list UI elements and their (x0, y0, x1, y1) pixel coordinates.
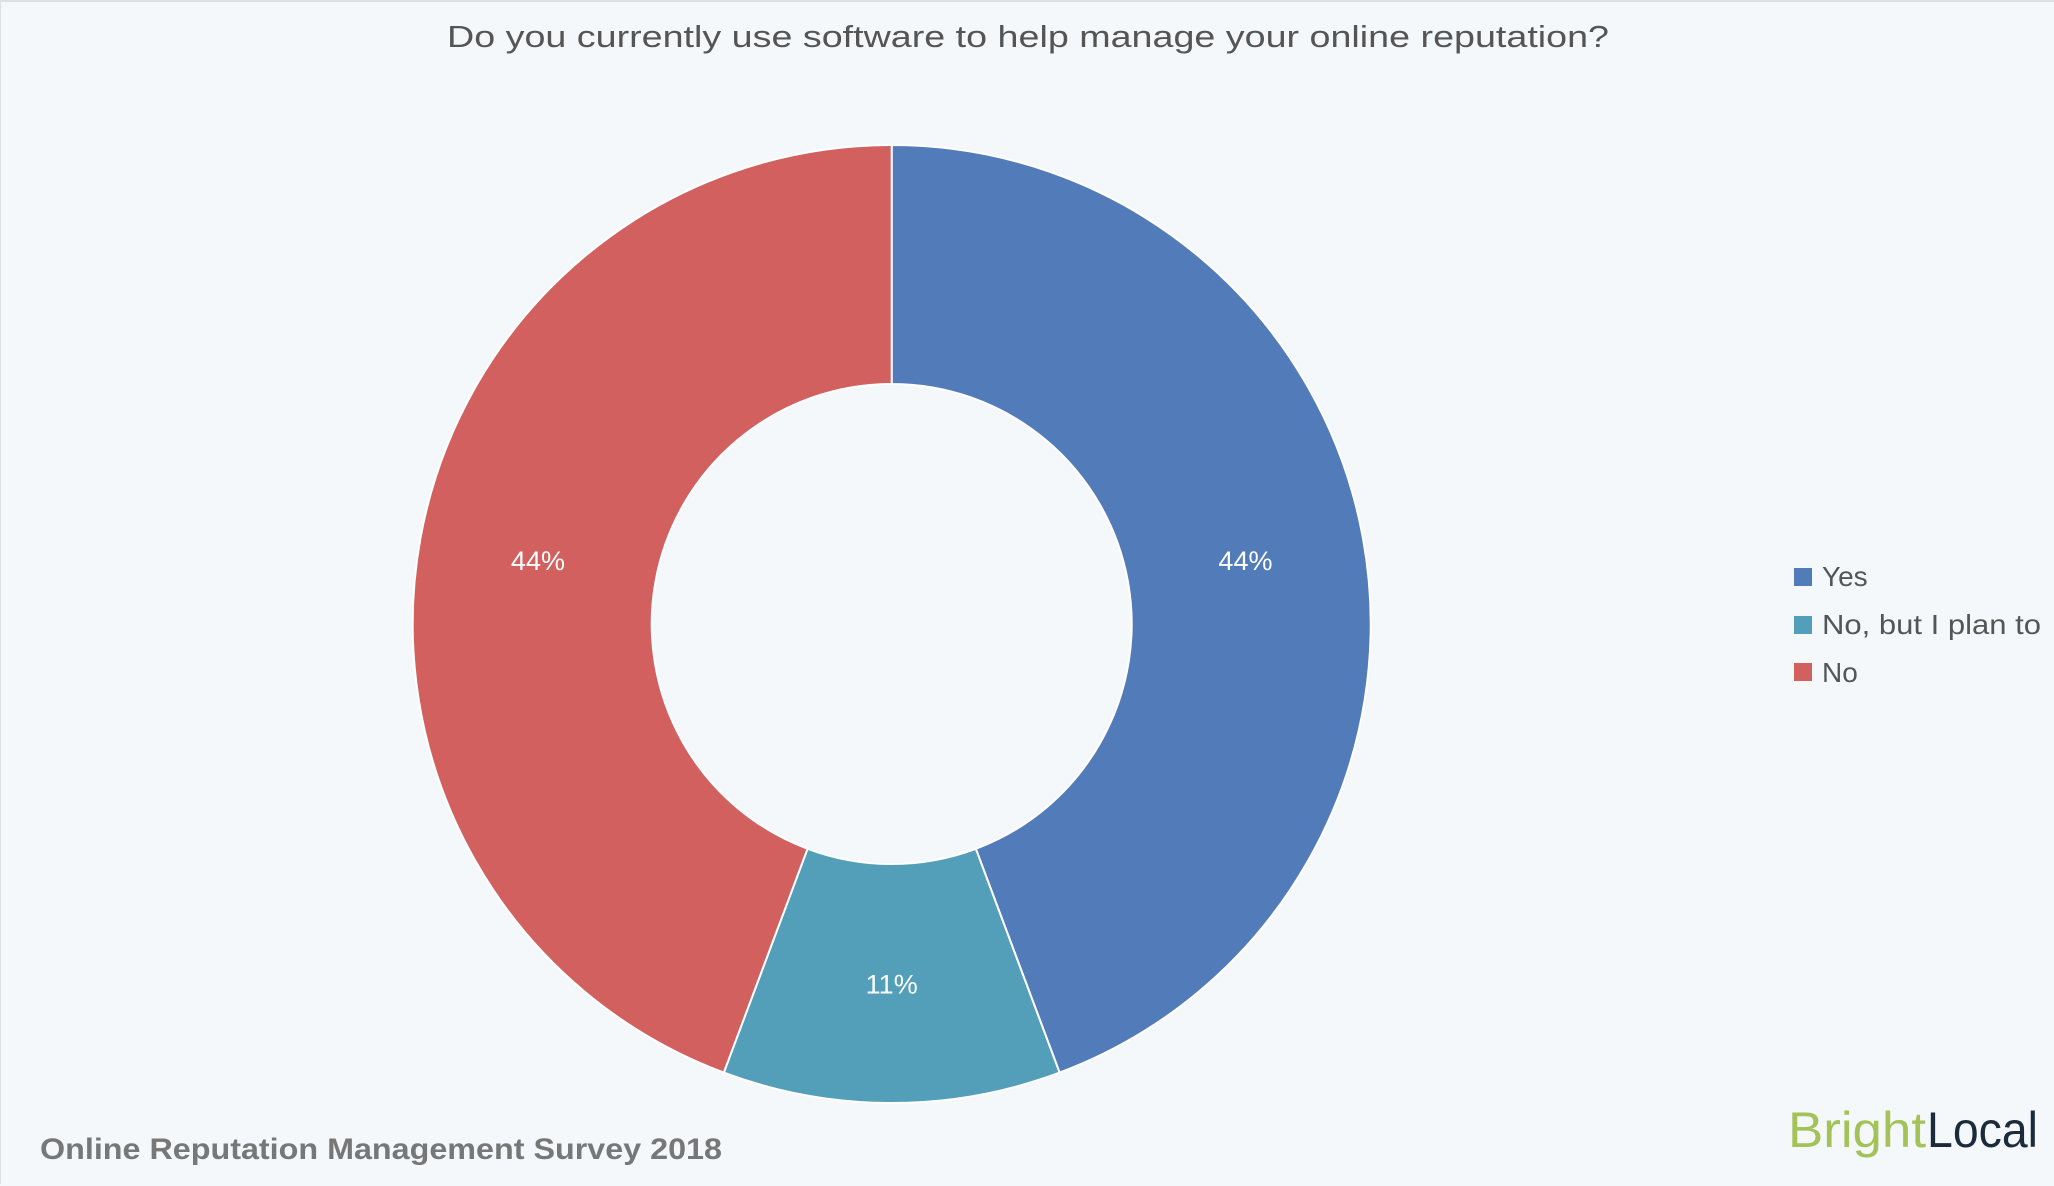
legend-swatch-no (1794, 663, 1812, 681)
logo-bright: Bright (1788, 1102, 1926, 1158)
legend-item-yes[interactable]: Yes (1794, 561, 1868, 592)
chart-title: Do you currently use software to help ma… (447, 19, 1609, 54)
slice-labels: 44% 11% 44% (511, 546, 1273, 1000)
slice-no[interactable] (411, 143, 893, 1074)
legend-label-yes: Yes (1822, 561, 1868, 592)
legend-item-no[interactable]: No (1794, 657, 1858, 688)
legend: Yes No, but I plan to No (1794, 561, 2041, 688)
legend-label-no-but-plan-to: No, but I plan to (1822, 609, 2041, 640)
slice-label-no-but-plan-to: 11% (866, 970, 918, 1000)
donut-chart (411, 143, 1372, 1104)
legend-swatch-no-but-plan-to (1794, 616, 1812, 634)
slice-label-yes: 44% (1218, 546, 1272, 576)
slice-label-no: 44% (511, 546, 565, 576)
slice-yes[interactable] (890, 143, 1372, 1074)
legend-item-no-but-plan-to[interactable]: No, but I plan to (1794, 609, 2041, 640)
slice-no-but-plan-to[interactable] (722, 847, 1061, 1104)
legend-swatch-yes (1794, 568, 1812, 586)
logo-local: Local (1927, 1102, 2038, 1158)
brightlocal-logo: Bright Local (1788, 1102, 2038, 1158)
survey-footer: Online Reputation Management Survey 2018 (40, 1133, 722, 1166)
legend-label-no: No (1822, 657, 1858, 688)
